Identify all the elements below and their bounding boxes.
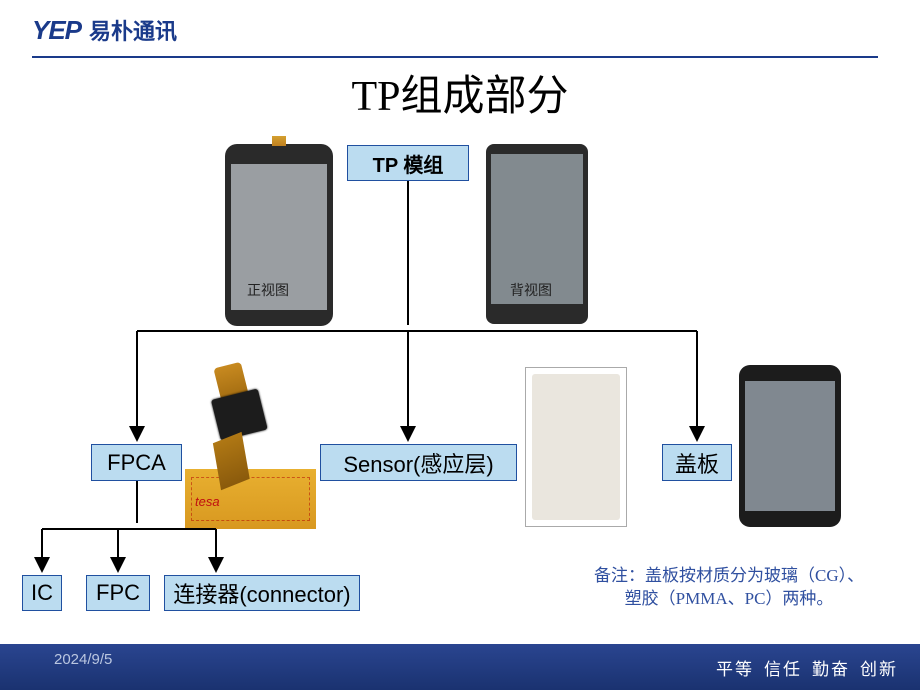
- footer-val-2: 勤奋: [812, 655, 850, 680]
- image-cover: [739, 365, 841, 527]
- node-ic: IC: [22, 575, 62, 611]
- node-fpca: FPCA: [91, 444, 182, 481]
- image-fpca: tesa: [185, 349, 316, 529]
- tesa-mark: tesa: [195, 494, 220, 509]
- node-fpc: FPC: [86, 575, 150, 611]
- label-back-view: 背视图: [510, 280, 552, 300]
- footer-bar: 平等 信任 勤奋 创新: [0, 644, 920, 690]
- node-connector: 连接器(connector): [164, 575, 360, 611]
- logo-cn: 易朴通讯: [89, 14, 177, 46]
- label-front-view: 正视图: [247, 280, 289, 300]
- footer-date: 2024/9/5: [54, 651, 112, 668]
- header-divider: [32, 56, 878, 58]
- header-logo: YEP 易朴通讯: [32, 14, 177, 46]
- node-tp-module: TP 模组: [347, 145, 469, 181]
- note-text: 备注：盖板按材质分为玻璃（CG）、 塑胶（PMMA、PC）两种。: [594, 565, 864, 611]
- page-title: TP组成部分: [0, 62, 920, 123]
- logo-en: YEP: [32, 15, 81, 46]
- node-cover: 盖板: [662, 444, 732, 481]
- footer-val-3: 创新: [860, 655, 898, 680]
- footer-val-1: 信任: [764, 655, 802, 680]
- node-sensor: Sensor(感应层): [320, 444, 517, 481]
- footer-val-0: 平等: [716, 655, 754, 680]
- image-sensor: [525, 367, 627, 527]
